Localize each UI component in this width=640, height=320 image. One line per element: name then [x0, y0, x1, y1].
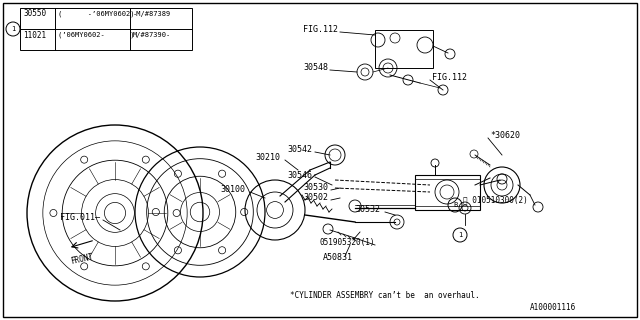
- Text: -M/#87389: -M/#87389: [133, 11, 172, 17]
- Bar: [375, 30, 433, 68]
- Text: 30502: 30502: [303, 194, 328, 203]
- Text: 30532: 30532: [355, 205, 380, 214]
- Text: FRONT: FRONT: [70, 252, 94, 266]
- Text: FIG.112: FIG.112: [303, 26, 338, 35]
- Text: 051905320(1): 051905320(1): [320, 237, 376, 246]
- Text: *CYLINDER ASSEMBRY can’t be  an overhaul.: *CYLINDER ASSEMBRY can’t be an overhaul.: [290, 291, 479, 300]
- Text: (’06MY0602-      ): (’06MY0602- ): [58, 32, 134, 38]
- Text: 30530: 30530: [303, 183, 328, 193]
- Text: A50831: A50831: [323, 253, 353, 262]
- Text: 30550: 30550: [23, 10, 46, 19]
- Text: 30548: 30548: [303, 63, 328, 73]
- Bar: [415, 179, 480, 206]
- Text: 30100: 30100: [220, 186, 245, 195]
- Text: 30210: 30210: [255, 154, 280, 163]
- Text: 1: 1: [11, 26, 15, 32]
- Text: *30620: *30620: [490, 131, 520, 140]
- Text: 30546: 30546: [287, 171, 312, 180]
- Text: 30542: 30542: [287, 146, 312, 155]
- Bar: [415, 175, 480, 210]
- Text: B: B: [453, 202, 457, 208]
- Text: Ⓑ 010510300(2): Ⓑ 010510300(2): [463, 196, 528, 204]
- Text: 1: 1: [458, 232, 462, 238]
- Text: M/#87390-: M/#87390-: [133, 32, 172, 38]
- Text: FIG.112: FIG.112: [432, 74, 467, 83]
- Text: (      -’06MY0602): ( -’06MY0602): [58, 11, 134, 17]
- Text: A100001116: A100001116: [530, 303, 576, 313]
- Text: FIG.011—: FIG.011—: [60, 213, 100, 222]
- Text: 11021: 11021: [23, 30, 46, 39]
- Bar: [20, 8, 192, 50]
